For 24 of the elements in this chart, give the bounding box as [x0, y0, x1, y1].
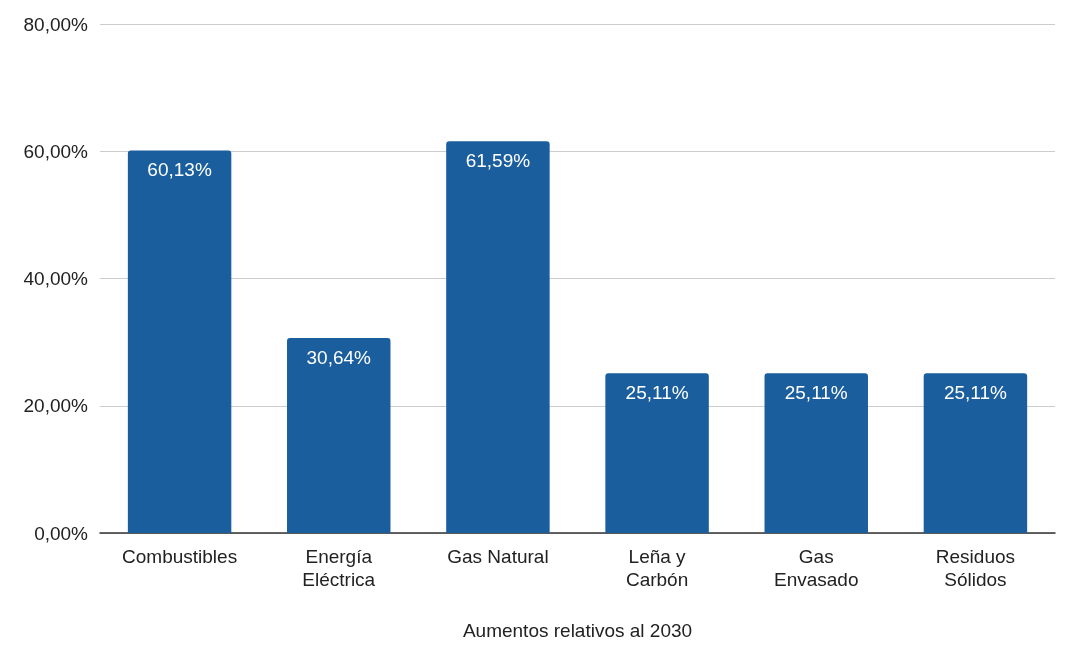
data-label: 30,64%	[306, 347, 372, 369]
x-tick-label: Combustibles	[122, 546, 238, 567]
x-axis-title: Aumentos relativos al 2030	[462, 620, 693, 641]
data-label: 61,59%	[465, 150, 531, 172]
bar	[127, 150, 232, 533]
bar	[605, 373, 709, 533]
y-tick-label: 80,00%	[23, 13, 89, 35]
data-label: 25,11%	[625, 382, 689, 404]
y-tick-label: 20,00%	[23, 395, 89, 417]
y-tick-label: 0,00%	[34, 522, 89, 544]
x-tick-label: Leña y Carbón	[625, 546, 689, 590]
y-tick-label: 60,00%	[23, 140, 89, 162]
bar	[446, 141, 550, 533]
data-label: 60,13%	[147, 159, 212, 181]
x-tick-label: Energía Eléctrica	[302, 546, 376, 590]
bar	[764, 373, 868, 533]
data-label: 25,11%	[943, 382, 1008, 404]
x-tick-label: Gas Envasado	[773, 546, 859, 590]
data-label: 25,11%	[784, 382, 848, 404]
y-tick-label: 40,00%	[23, 268, 89, 289]
bar	[287, 338, 391, 533]
bar	[923, 373, 1028, 533]
x-tick-label: Residuos Sólidos	[935, 546, 1016, 590]
x-tick-label: Gas Natural	[447, 546, 549, 567]
